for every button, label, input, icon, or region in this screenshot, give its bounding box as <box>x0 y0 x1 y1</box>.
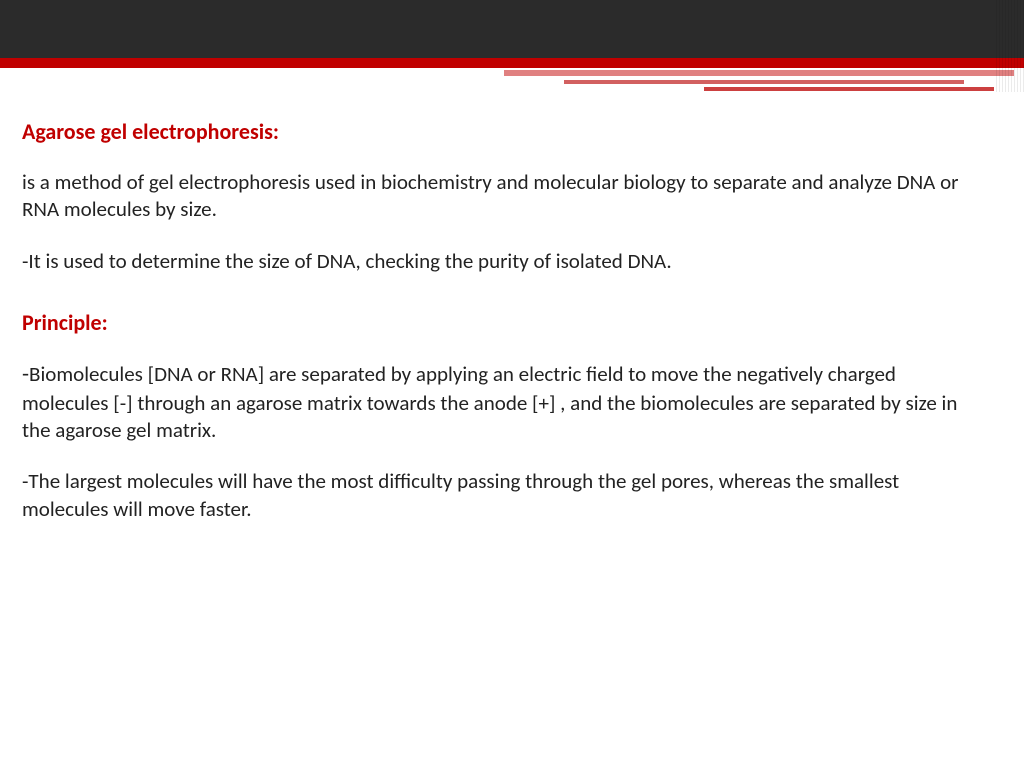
slide-content: Agarose gel electrophoresis: is a method… <box>22 118 984 547</box>
principle-text-1: Biomolecules [DNA or RNA] are separated … <box>22 361 957 443</box>
header-bar <box>0 0 1024 58</box>
red-accent-lines <box>504 68 1024 92</box>
red-stripe <box>0 58 1024 68</box>
heading-principle: Principle: <box>22 309 984 336</box>
heading-agarose: Agarose gel electrophoresis: <box>22 118 984 145</box>
dash-lead: - <box>22 360 29 388</box>
paragraph-principle-1: -Biomolecules [DNA or RNA] are separated… <box>22 360 984 444</box>
vertical-stripes-decoration <box>996 0 1024 92</box>
paragraph-principle-2: -The largest molecules will have the mos… <box>22 468 984 523</box>
paragraph-usage: -It is used to determine the size of DNA… <box>22 248 984 275</box>
paragraph-definition: is a method of gel electrophoresis used … <box>22 169 984 224</box>
